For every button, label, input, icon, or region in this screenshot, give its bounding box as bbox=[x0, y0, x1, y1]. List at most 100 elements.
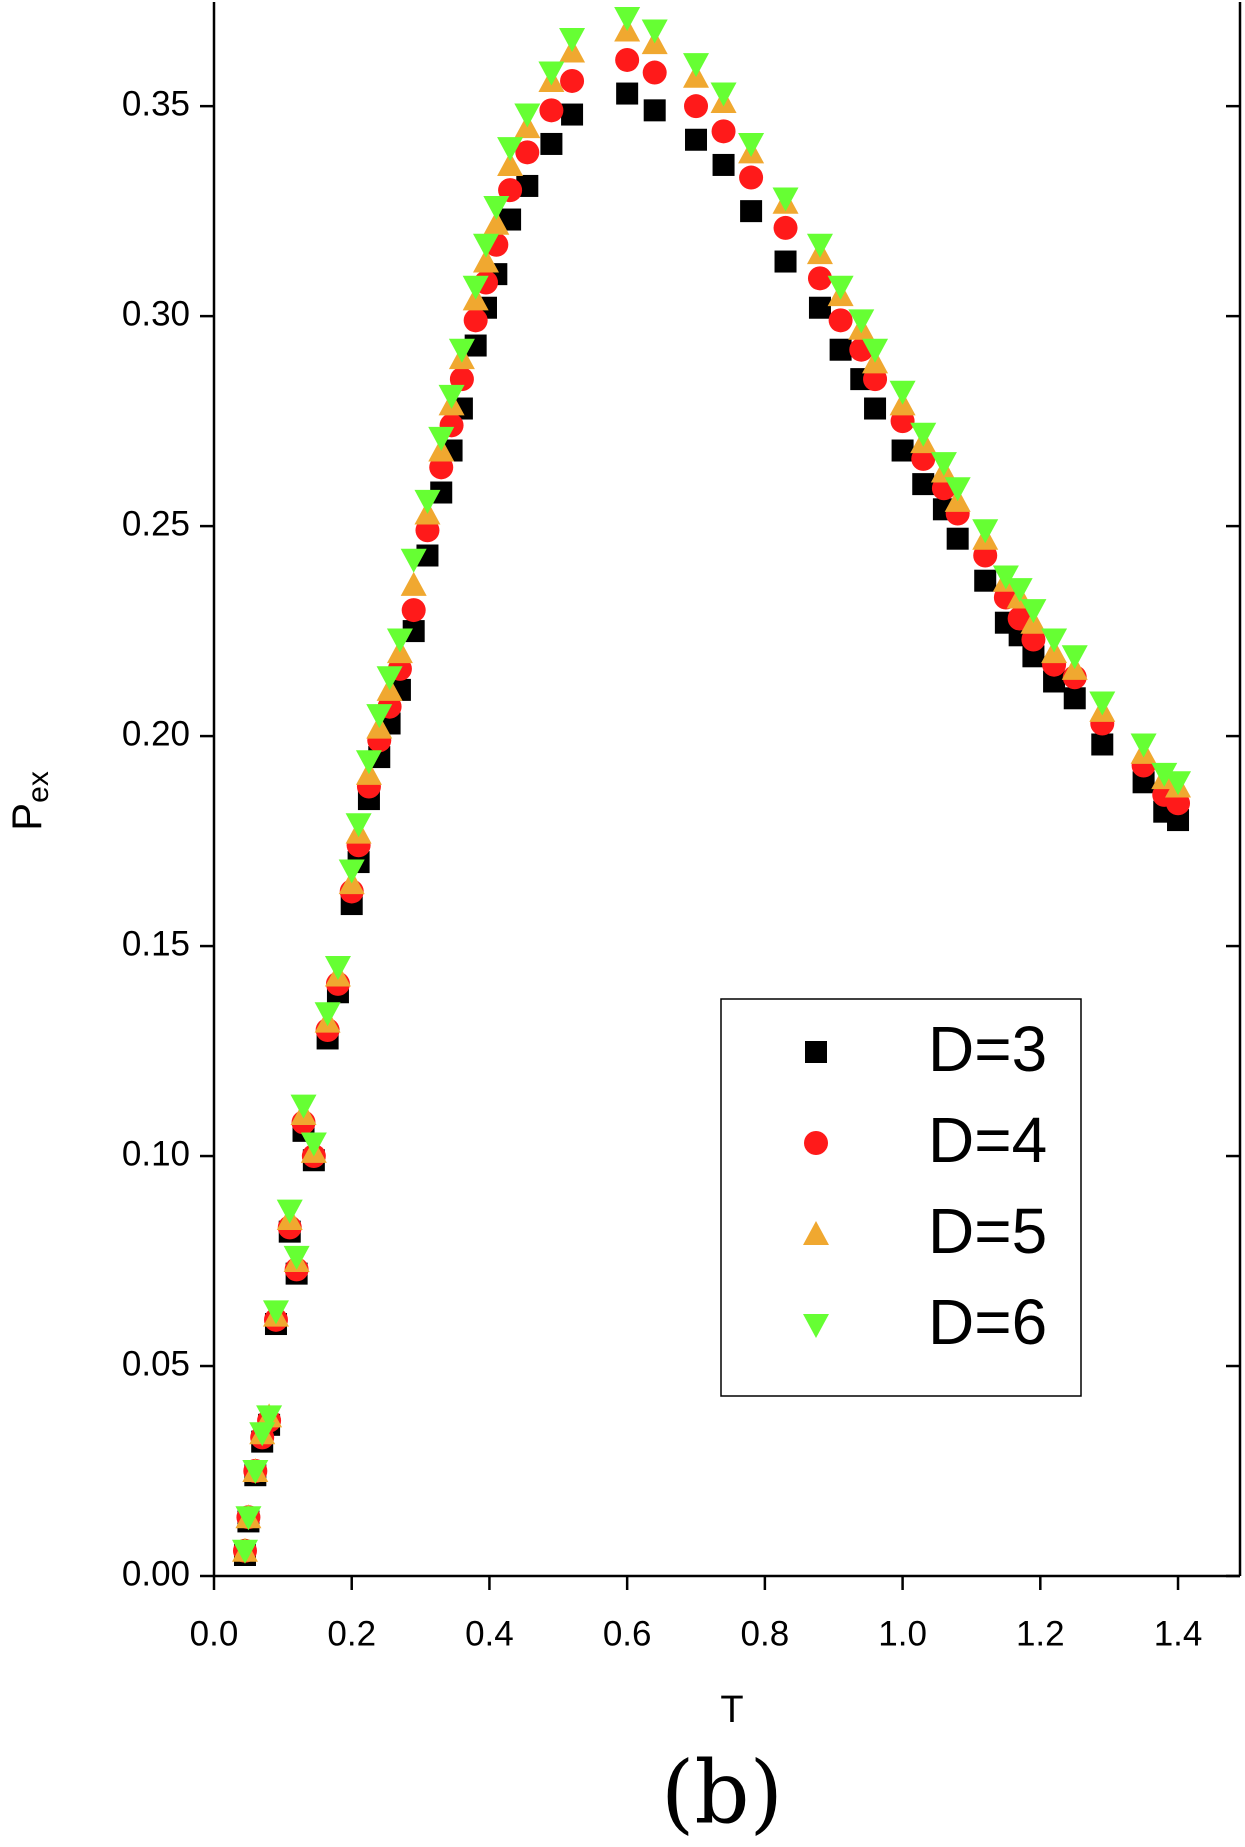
point bbox=[231, 1539, 258, 1564]
point bbox=[829, 338, 852, 361]
point bbox=[891, 439, 914, 462]
legend-marker bbox=[805, 1041, 827, 1063]
point bbox=[1132, 771, 1155, 794]
point bbox=[946, 527, 969, 550]
legend-marker bbox=[803, 1314, 829, 1338]
point bbox=[774, 250, 797, 273]
point bbox=[808, 296, 831, 319]
point bbox=[683, 53, 710, 78]
point bbox=[738, 132, 765, 157]
point bbox=[538, 61, 565, 86]
point bbox=[972, 519, 999, 544]
y-tick-label: 0.10 bbox=[122, 1134, 190, 1173]
y-label-sub: ex bbox=[22, 771, 55, 803]
x-tick-label: 0.6 bbox=[603, 1614, 652, 1653]
point bbox=[848, 309, 875, 334]
y-label-main: P bbox=[3, 803, 50, 831]
point bbox=[740, 200, 763, 223]
y-tick-label: 0.05 bbox=[122, 1344, 190, 1383]
point bbox=[262, 1300, 289, 1325]
point bbox=[428, 426, 455, 451]
caption: (b) bbox=[661, 1744, 783, 1844]
legend-marker bbox=[803, 1221, 829, 1245]
point bbox=[1043, 670, 1066, 693]
legend-label: D=4 bbox=[928, 1104, 1047, 1176]
point bbox=[772, 187, 799, 212]
point bbox=[314, 1002, 341, 1027]
point bbox=[864, 397, 887, 420]
point bbox=[338, 859, 365, 884]
point bbox=[497, 137, 524, 162]
point bbox=[561, 103, 584, 126]
legend-label: D=5 bbox=[928, 1195, 1047, 1267]
point bbox=[283, 1245, 310, 1270]
legend-box bbox=[720, 998, 1082, 1397]
x-tick-label: 0.8 bbox=[741, 1614, 790, 1653]
point bbox=[827, 275, 854, 300]
point bbox=[710, 82, 737, 107]
point bbox=[944, 477, 971, 502]
point bbox=[560, 68, 585, 93]
point bbox=[448, 338, 475, 363]
point bbox=[497, 151, 524, 176]
x-tick-label: 0.2 bbox=[327, 1614, 376, 1653]
y-tick-label: 0.30 bbox=[122, 294, 190, 333]
point bbox=[616, 82, 639, 105]
point bbox=[684, 94, 709, 119]
point bbox=[1151, 762, 1178, 787]
point bbox=[807, 266, 832, 291]
point bbox=[300, 1132, 327, 1157]
point bbox=[642, 60, 667, 85]
point bbox=[539, 98, 564, 123]
point bbox=[1022, 645, 1045, 668]
point bbox=[1063, 687, 1086, 710]
point bbox=[614, 6, 641, 31]
y-axis-label: Pex bbox=[3, 771, 55, 831]
point bbox=[540, 132, 563, 155]
point bbox=[515, 140, 540, 165]
x-tick-label: 1.2 bbox=[1016, 1614, 1065, 1653]
y-tick-label: 0.35 bbox=[122, 84, 190, 123]
point bbox=[1061, 645, 1088, 670]
point bbox=[256, 1405, 283, 1430]
point bbox=[992, 565, 1019, 590]
point bbox=[438, 384, 465, 409]
y-tick-label: 0.15 bbox=[122, 924, 190, 963]
point bbox=[514, 103, 541, 128]
point bbox=[974, 569, 997, 592]
point bbox=[472, 248, 499, 273]
point bbox=[806, 233, 833, 258]
point bbox=[400, 548, 427, 573]
x-axis-label: T bbox=[720, 1689, 743, 1731]
point bbox=[355, 750, 382, 775]
point bbox=[366, 704, 393, 729]
point bbox=[712, 153, 735, 176]
point bbox=[711, 119, 736, 144]
point bbox=[483, 210, 510, 235]
point bbox=[1091, 733, 1114, 756]
y-tick-label: 0.20 bbox=[122, 714, 190, 753]
x-tick-label: 1.0 bbox=[878, 1614, 927, 1653]
point bbox=[1167, 809, 1190, 832]
point bbox=[463, 308, 488, 333]
point bbox=[401, 598, 426, 623]
point bbox=[324, 956, 351, 981]
point bbox=[912, 473, 935, 496]
point bbox=[1020, 599, 1047, 624]
point bbox=[276, 1199, 303, 1224]
point bbox=[400, 571, 427, 596]
point bbox=[1041, 628, 1068, 653]
point bbox=[414, 489, 441, 514]
point bbox=[1006, 578, 1033, 603]
point bbox=[376, 666, 403, 691]
x-tick-label: 0.4 bbox=[465, 1614, 514, 1653]
point bbox=[910, 422, 937, 447]
point bbox=[235, 1506, 262, 1531]
x-tick-label: 1.4 bbox=[1154, 1614, 1203, 1653]
point bbox=[559, 27, 586, 52]
point bbox=[462, 275, 489, 300]
point bbox=[615, 47, 640, 72]
point bbox=[641, 19, 668, 44]
point bbox=[828, 308, 853, 333]
